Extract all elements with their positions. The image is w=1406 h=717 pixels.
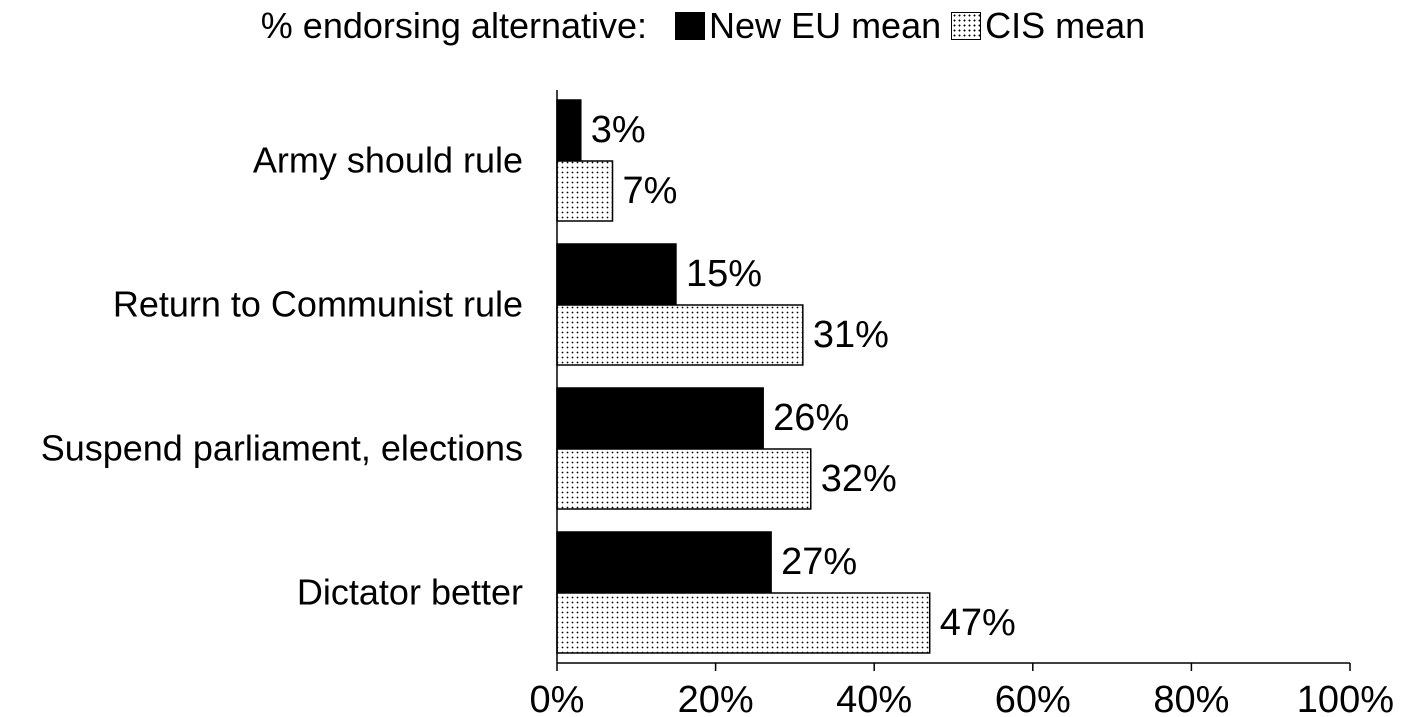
bar-new-eu-mean-suspend-parliament-elections: [556, 387, 764, 449]
value-label-cis-mean-return-to-communist-rule: 31%: [813, 314, 889, 356]
bar-cis-mean-army-should-rule: [556, 160, 614, 222]
value-label-cis-mean-suspend-parliament-elections: 32%: [821, 458, 897, 500]
legend-swatch-cis: [951, 12, 982, 40]
x-tick-label-0: 0%: [530, 679, 585, 717]
value-label-cis-mean-army-should-rule: 7%: [623, 170, 678, 212]
labels-layer: Army should rule 3% 7% Return to Communist …: [41, 109, 1016, 644]
bar-cis-mean-return-to-communist-rule: [556, 304, 804, 366]
value-label-new-eu-mean-return-to-communist-rule: 15%: [686, 253, 762, 295]
bar-new-eu-mean-dictator-better: [556, 531, 772, 593]
bar-new-eu-mean-return-to-communist-rule: [556, 243, 677, 305]
category-label-dictator-better: Dictator better: [297, 572, 523, 613]
legend-swatch-new-eu: [675, 12, 706, 40]
bars-layer: [556, 99, 931, 654]
legend-label-new-eu: New EU mean: [709, 5, 942, 46]
category-label-suspend-parliament-elections: Suspend parliament, elections: [41, 428, 523, 469]
x-tick-label-60: 60%: [995, 679, 1071, 717]
legend: % endorsing alternative: New EU mean CIS…: [0, 6, 1406, 46]
value-label-cis-mean-dictator-better: 47%: [940, 602, 1016, 644]
bar-new-eu-mean-army-should-rule: [556, 99, 582, 161]
x-tick-label-20: 20%: [678, 679, 754, 717]
legend-title: % endorsing alternative:: [260, 5, 648, 46]
axes-layer: 0% 20% 40% 60% 80% 100%: [530, 90, 1394, 717]
category-label-return-to-communist-rule: Return to Communist rule: [113, 284, 523, 325]
category-label-army-should-rule: Army should rule: [253, 140, 523, 181]
bar-cis-mean-suspend-parliament-elections: [556, 448, 812, 510]
value-label-new-eu-mean-suspend-parliament-elections: 26%: [773, 397, 849, 439]
x-tick-label-100: 100%: [1297, 679, 1394, 717]
x-tick-label-80: 80%: [1153, 679, 1229, 717]
legend-label-cis: CIS mean: [985, 5, 1146, 46]
value-label-new-eu-mean-army-should-rule: 3%: [591, 109, 646, 151]
legend-item-new-eu: New EU mean: [675, 8, 941, 44]
value-label-new-eu-mean-dictator-better: 27%: [781, 541, 857, 583]
bar-cis-mean-dictator-better: [556, 592, 931, 654]
legend-item-cis: CIS mean: [951, 8, 1145, 44]
x-tick-label-40: 40%: [836, 679, 912, 717]
